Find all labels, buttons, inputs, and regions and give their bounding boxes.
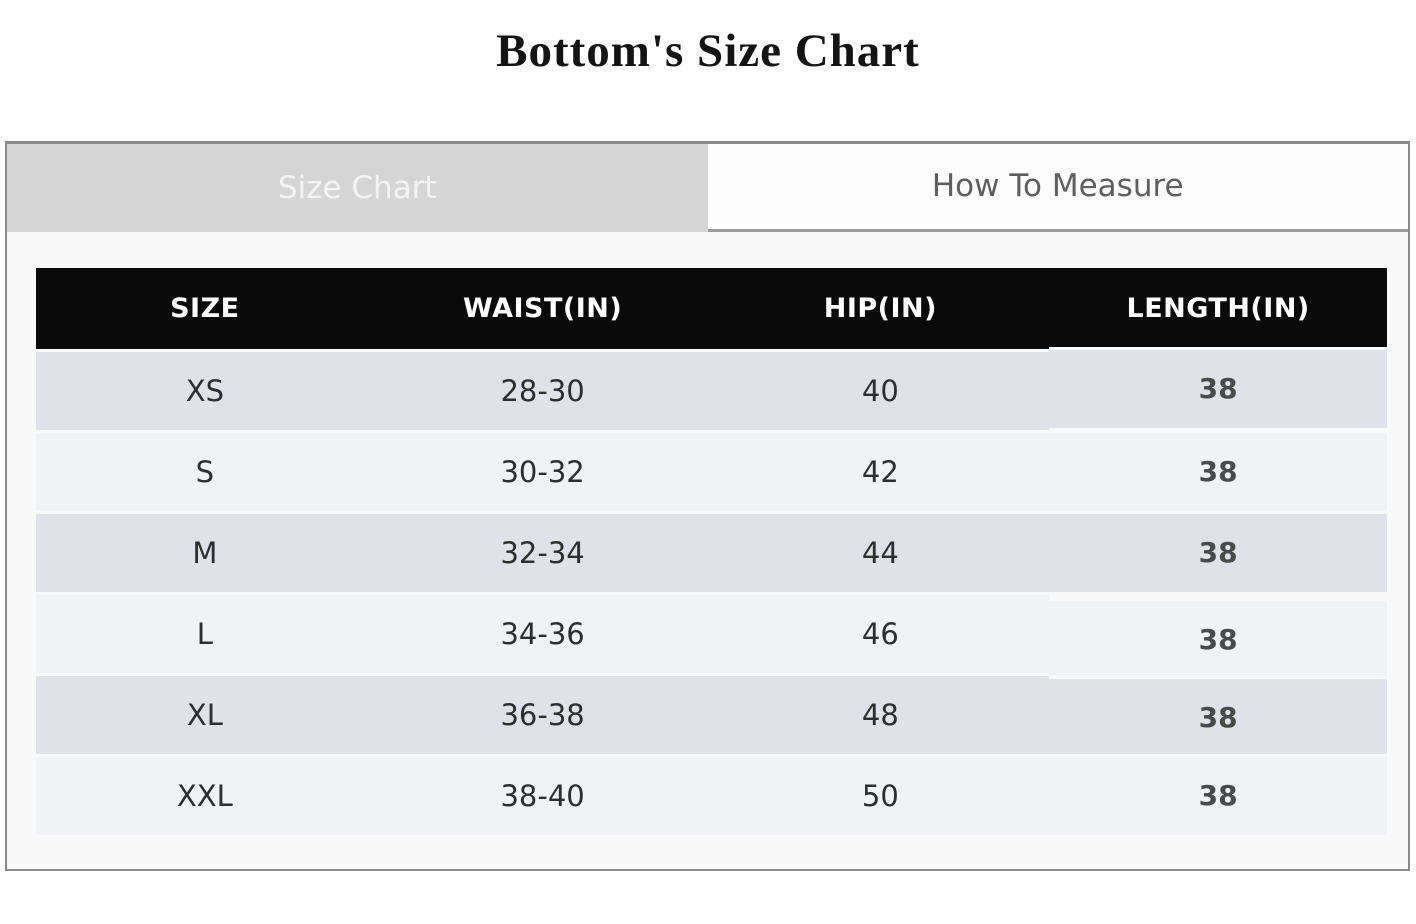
tab-how-to-measure[interactable]: How To Measure — [707, 143, 1408, 232]
cell-hip: 48 — [711, 672, 1050, 754]
tab-size-chart-label: Size Chart — [277, 169, 437, 206]
cell-length: 38 — [1049, 753, 1387, 835]
table-row: XL 36-38 48 38 — [36, 672, 1387, 757]
cell-length: 38 — [1049, 510, 1387, 592]
cell-size: S — [36, 429, 374, 511]
table-row: M 32-34 44 38 — [36, 510, 1387, 592]
cell-waist: 38-40 — [373, 753, 712, 835]
col-header-waist: WAIST(IN) — [373, 267, 712, 349]
col-header-size: SIZE — [36, 267, 374, 349]
table-header-row: SIZE WAIST(IN) HIP(IN) LENGTH(IN) — [36, 267, 1387, 349]
cell-hip: 40 — [711, 348, 1050, 430]
tab-how-to-measure-label: How To Measure — [931, 168, 1184, 205]
cell-waist: 36-38 — [373, 672, 712, 754]
cell-size: XS — [36, 348, 374, 430]
cell-size: XL — [36, 672, 374, 754]
cell-waist: 28-30 — [373, 348, 712, 430]
cell-waist: 34-36 — [373, 591, 712, 673]
cell-length: 38 — [1049, 675, 1387, 757]
cell-size: XXL — [36, 753, 374, 835]
col-header-hip: HIP(IN) — [711, 267, 1050, 349]
table-row: S 30-32 42 38 — [36, 429, 1387, 511]
size-table: SIZE WAIST(IN) HIP(IN) LENGTH(IN) XS 28-… — [36, 267, 1387, 835]
size-chart-panel: SIZE WAIST(IN) HIP(IN) LENGTH(IN) XS 28-… — [7, 232, 1408, 869]
cell-hip: 46 — [711, 591, 1050, 673]
table-row: XXL 38-40 50 38 — [36, 753, 1387, 835]
col-header-length: LENGTH(IN) — [1049, 267, 1387, 349]
cell-size: L — [36, 591, 374, 673]
cell-length: 38 — [1049, 597, 1387, 679]
cell-length: 38 — [1049, 346, 1387, 428]
cell-size: M — [36, 510, 374, 592]
cell-hip: 44 — [711, 510, 1050, 592]
cell-waist: 30-32 — [373, 429, 712, 511]
cell-length: 38 — [1049, 429, 1387, 511]
page-title: Bottom's Size Chart — [496, 25, 920, 77]
table-row: XS 28-30 40 38 — [36, 346, 1387, 430]
tabbar: Size Chart How To Measure — [7, 143, 1408, 232]
cell-hip: 42 — [711, 429, 1050, 511]
cell-waist: 32-34 — [373, 510, 712, 592]
size-chart-widget: Size Chart How To Measure SIZE WAIST(IN)… — [5, 140, 1410, 871]
cell-hip: 50 — [711, 753, 1050, 835]
table-row: L 34-36 46 38 — [36, 591, 1387, 679]
tab-size-chart[interactable]: Size Chart — [7, 143, 708, 232]
